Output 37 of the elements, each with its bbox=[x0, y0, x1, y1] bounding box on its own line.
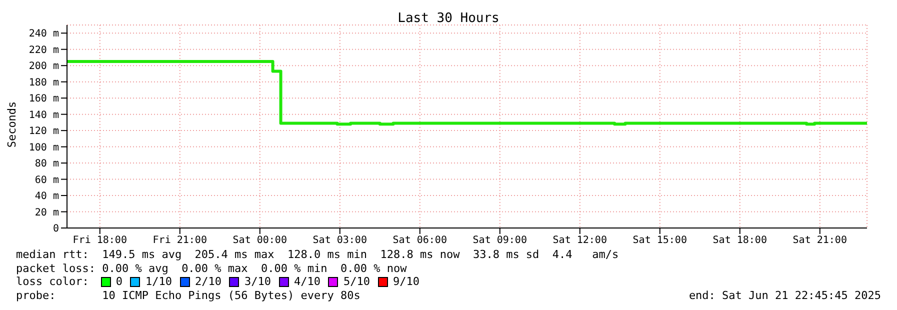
text: 2/10 bbox=[194, 275, 222, 288]
y-tick-label: 180 m bbox=[28, 77, 59, 88]
x-tick-label: Sat 18:00 bbox=[712, 235, 767, 246]
x-tick-label: Sat 00:00 bbox=[232, 235, 287, 246]
text: end: Sat Jun 21 22:45:45 2025 bbox=[688, 288, 881, 302]
text: median rtt: 149.5 ms avg 205.4 ms max 128.0 ms min 128.8 ms now 33.8 ms sd 4.4 am/s bbox=[16, 248, 619, 262]
text: 3/10 bbox=[244, 275, 271, 288]
text: 0 bbox=[116, 275, 122, 288]
text: probe: 10 ICMP Echo Pings (56 Bytes) every 80s bbox=[16, 288, 362, 302]
chart-title: Last 30 Hours bbox=[396, 11, 500, 26]
x-tick-label: Sat 09:00 bbox=[472, 235, 527, 246]
y-tick-label: 140 m bbox=[28, 110, 59, 121]
x-tick-label: Sat 21:00 bbox=[792, 235, 847, 246]
y-tick-label: 0 bbox=[52, 224, 59, 235]
y-tick-label: 220 m bbox=[28, 44, 59, 56]
x-tick-label: Sat 06:00 bbox=[392, 235, 447, 246]
y-tick-label: 60 m bbox=[34, 174, 59, 186]
y-tick-label: 40 m bbox=[34, 191, 59, 202]
y-tick-label: 20 m bbox=[34, 207, 59, 218]
y-tick-label: 100 m bbox=[28, 142, 59, 154]
x-tick-label: Fri 18:00 bbox=[72, 235, 127, 246]
x-tick-label: Sat 12:00 bbox=[552, 235, 607, 246]
text: 9/10 bbox=[392, 275, 420, 288]
text: 5/10 bbox=[343, 275, 370, 288]
y-tick-label: 160 m bbox=[28, 94, 59, 105]
x-tick-label: Fri 21:00 bbox=[152, 235, 207, 246]
text: loss color: bbox=[16, 275, 89, 288]
y-tick-label: 120 m bbox=[28, 126, 59, 138]
y-tick-label: 200 m bbox=[28, 61, 59, 72]
x-tick-label: Sat 15:00 bbox=[632, 235, 687, 246]
y-axis-title: Seconds bbox=[6, 100, 19, 148]
y-tick-label: 80 m bbox=[34, 158, 59, 170]
x-tick-label: Sat 03:00 bbox=[312, 235, 367, 246]
text: packet loss: 0.00 % avg 0.00 % max 0.00 % min 0.00 % now bbox=[16, 262, 408, 275]
text: 1/10 bbox=[145, 275, 172, 288]
y-tick-label: 240 m bbox=[28, 28, 59, 40]
text: 4/10 bbox=[294, 275, 320, 288]
